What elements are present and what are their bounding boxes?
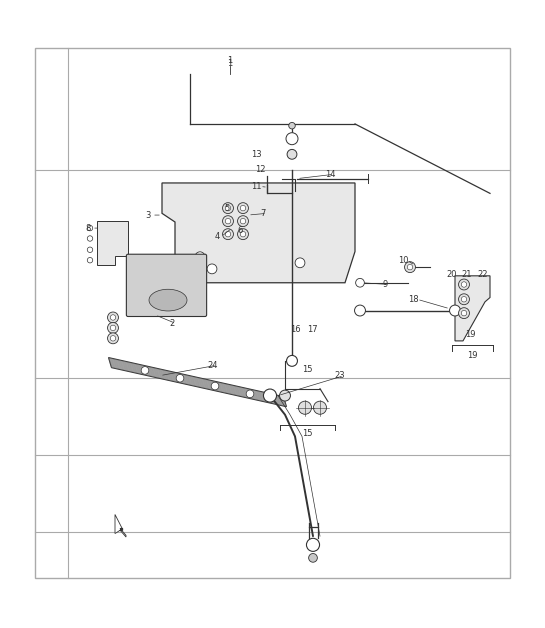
Polygon shape [455, 276, 490, 341]
Circle shape [280, 390, 290, 401]
Text: 19: 19 [465, 330, 475, 339]
Text: 14: 14 [325, 170, 335, 179]
Circle shape [107, 322, 118, 333]
Circle shape [225, 219, 231, 224]
Text: 2: 2 [169, 319, 174, 328]
Circle shape [295, 258, 305, 268]
Circle shape [222, 203, 233, 214]
Text: 11: 11 [251, 182, 261, 191]
Ellipse shape [149, 290, 187, 311]
Circle shape [287, 149, 297, 160]
Circle shape [238, 215, 249, 227]
Text: 8: 8 [86, 224, 90, 232]
Text: 9: 9 [383, 280, 387, 289]
Circle shape [207, 264, 217, 274]
Circle shape [458, 294, 469, 305]
Circle shape [176, 374, 184, 382]
Circle shape [222, 215, 233, 227]
Circle shape [313, 401, 326, 414]
Text: 3: 3 [146, 210, 150, 220]
Circle shape [306, 538, 319, 551]
Circle shape [263, 389, 276, 402]
Circle shape [238, 203, 249, 214]
Text: 16: 16 [290, 325, 300, 334]
Text: 19: 19 [467, 351, 477, 360]
Circle shape [287, 355, 298, 366]
Circle shape [286, 133, 298, 144]
Circle shape [107, 333, 118, 344]
Text: 18: 18 [408, 295, 419, 304]
Text: 7: 7 [261, 209, 266, 218]
Circle shape [240, 205, 246, 211]
Text: 23: 23 [335, 371, 346, 380]
Polygon shape [115, 514, 126, 537]
Text: 17: 17 [307, 325, 317, 334]
Circle shape [461, 282, 467, 287]
Text: 15: 15 [302, 430, 312, 438]
Circle shape [308, 553, 317, 562]
Circle shape [87, 257, 93, 263]
Circle shape [211, 382, 219, 390]
Text: 10: 10 [398, 256, 408, 264]
Circle shape [450, 305, 461, 316]
Circle shape [355, 305, 366, 316]
Bar [35, 48, 510, 578]
Text: 12: 12 [255, 165, 265, 175]
Circle shape [246, 390, 254, 398]
Text: 13: 13 [251, 150, 261, 159]
Circle shape [87, 247, 93, 252]
Circle shape [195, 252, 205, 262]
Circle shape [289, 122, 295, 129]
Polygon shape [97, 221, 128, 264]
Circle shape [110, 335, 116, 341]
Circle shape [461, 310, 467, 316]
Circle shape [222, 229, 233, 240]
Circle shape [299, 401, 312, 414]
Circle shape [404, 262, 415, 273]
Polygon shape [108, 357, 287, 407]
Text: 20: 20 [447, 269, 457, 279]
Circle shape [110, 325, 116, 330]
Circle shape [87, 225, 93, 231]
Circle shape [110, 315, 116, 320]
Text: 1: 1 [227, 56, 233, 65]
Circle shape [356, 278, 365, 287]
Text: 1: 1 [227, 58, 233, 68]
Circle shape [141, 367, 149, 374]
Text: 6: 6 [237, 226, 243, 236]
Circle shape [240, 232, 246, 237]
Circle shape [458, 279, 469, 290]
Text: 21: 21 [462, 269, 473, 279]
Circle shape [107, 312, 118, 323]
Circle shape [458, 308, 469, 318]
Circle shape [87, 236, 93, 241]
Text: 22: 22 [478, 269, 488, 279]
Text: 4: 4 [214, 232, 220, 241]
Circle shape [225, 232, 231, 237]
Circle shape [240, 219, 246, 224]
Text: 15: 15 [302, 365, 312, 374]
Circle shape [461, 296, 467, 302]
Circle shape [225, 205, 231, 211]
Text: 5: 5 [225, 203, 229, 213]
Text: 24: 24 [208, 360, 218, 370]
Circle shape [407, 264, 413, 270]
Polygon shape [162, 183, 355, 283]
FancyBboxPatch shape [126, 254, 207, 317]
Circle shape [238, 229, 249, 240]
